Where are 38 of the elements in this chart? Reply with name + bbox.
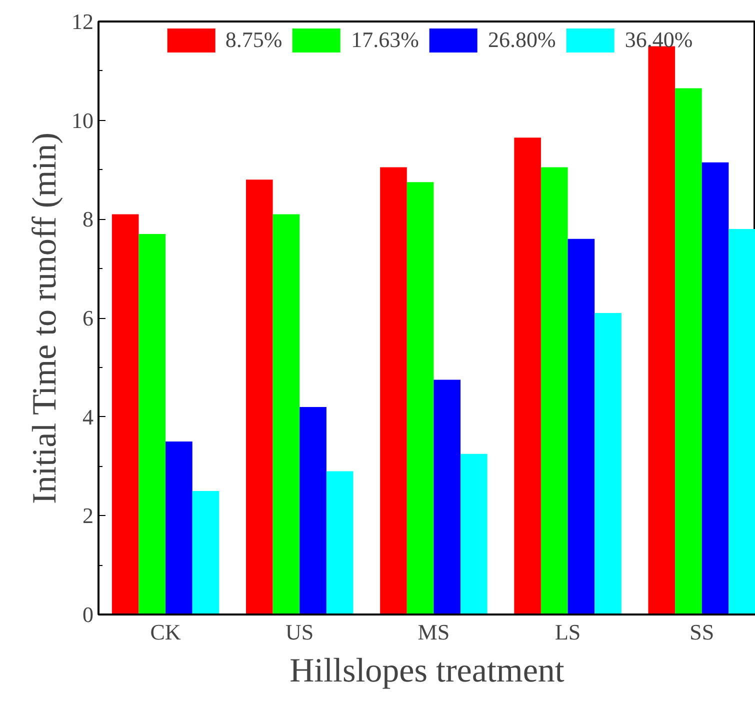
- legend-label: 8.75%: [225, 27, 282, 53]
- x-tick-label: CK: [150, 620, 181, 644]
- y-tick-label: 2: [82, 503, 94, 528]
- bar: [675, 88, 702, 614]
- bar: [112, 214, 139, 614]
- legend-label: 17.63%: [351, 27, 419, 53]
- bar: [380, 167, 407, 614]
- bar: [300, 406, 326, 614]
- bar: [246, 180, 273, 614]
- bar: [166, 442, 192, 614]
- bar: [648, 46, 676, 614]
- y-tick-label: 8: [82, 206, 94, 232]
- legend-label: 26.80%: [488, 27, 556, 53]
- bar: [272, 214, 300, 614]
- y-tick-label: 4: [82, 404, 94, 430]
- x-axis-title: Hillslopes treatment: [290, 652, 565, 690]
- bar: [326, 471, 354, 614]
- bar: [594, 313, 622, 614]
- x-tick-label: US: [286, 620, 314, 644]
- bar: [514, 138, 541, 614]
- x-tick-label: SS: [690, 620, 714, 644]
- y-tick-label: 0: [82, 602, 94, 627]
- bar: [138, 234, 166, 614]
- legend-label: 36.40%: [624, 27, 693, 53]
- y-tick-label: 6: [82, 306, 94, 330]
- bar: [702, 162, 729, 614]
- y-tick-label: 12: [72, 9, 94, 34]
- bar: [434, 380, 461, 614]
- bar: [540, 167, 568, 614]
- bar: [568, 238, 595, 614]
- y-axis-title: Initial Time to runoff (min): [26, 132, 64, 504]
- bar: [460, 454, 488, 614]
- bar: [406, 182, 434, 614]
- y-tick-label: 10: [72, 108, 94, 133]
- bar: [192, 490, 220, 614]
- bar: [728, 229, 755, 614]
- x-tick-label: MS: [418, 620, 450, 644]
- x-tick-label: LS: [554, 620, 581, 644]
